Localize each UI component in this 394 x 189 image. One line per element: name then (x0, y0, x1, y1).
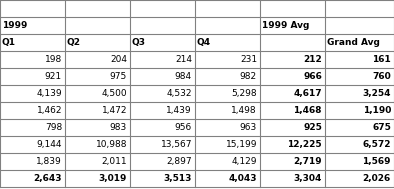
Text: 966: 966 (303, 72, 322, 81)
Text: 4,043: 4,043 (229, 174, 257, 183)
Text: 963: 963 (240, 123, 257, 132)
Text: Q1: Q1 (2, 38, 16, 47)
Text: 956: 956 (175, 123, 192, 132)
Text: 3,304: 3,304 (294, 174, 322, 183)
Text: 798: 798 (45, 123, 62, 132)
Text: 231: 231 (240, 55, 257, 64)
Text: 1,190: 1,190 (362, 106, 391, 115)
Text: 984: 984 (175, 72, 192, 81)
Text: 4,617: 4,617 (294, 89, 322, 98)
Text: 4,139: 4,139 (36, 89, 62, 98)
Text: Grand Avg: Grand Avg (327, 38, 380, 47)
Text: 760: 760 (372, 72, 391, 81)
Text: 3,513: 3,513 (164, 174, 192, 183)
Text: 1,839: 1,839 (36, 157, 62, 166)
Text: 1,468: 1,468 (294, 106, 322, 115)
Text: 975: 975 (110, 72, 127, 81)
Text: 1999: 1999 (2, 21, 27, 30)
Text: 3,254: 3,254 (362, 89, 391, 98)
Text: 214: 214 (175, 55, 192, 64)
Text: 198: 198 (45, 55, 62, 64)
Text: 10,988: 10,988 (95, 140, 127, 149)
Text: 675: 675 (372, 123, 391, 132)
Text: 2,897: 2,897 (166, 157, 192, 166)
Text: 2,643: 2,643 (33, 174, 62, 183)
Text: 982: 982 (240, 72, 257, 81)
Text: 1,462: 1,462 (37, 106, 62, 115)
Text: 212: 212 (303, 55, 322, 64)
Text: Q2: Q2 (67, 38, 81, 47)
Text: 204: 204 (110, 55, 127, 64)
Text: 6,572: 6,572 (362, 140, 391, 149)
Text: 5,298: 5,298 (231, 89, 257, 98)
Text: 1,569: 1,569 (362, 157, 391, 166)
Text: Q4: Q4 (197, 38, 211, 47)
Text: 925: 925 (303, 123, 322, 132)
Text: 161: 161 (372, 55, 391, 64)
Text: 2,011: 2,011 (101, 157, 127, 166)
Text: Q3: Q3 (132, 38, 146, 47)
Text: 4,532: 4,532 (167, 89, 192, 98)
Text: 983: 983 (110, 123, 127, 132)
Text: 2,026: 2,026 (363, 174, 391, 183)
Text: 3,019: 3,019 (98, 174, 127, 183)
Text: 4,500: 4,500 (101, 89, 127, 98)
Text: 15,199: 15,199 (225, 140, 257, 149)
Text: 1999 Avg: 1999 Avg (262, 21, 309, 30)
Text: 4,129: 4,129 (232, 157, 257, 166)
Text: 13,567: 13,567 (160, 140, 192, 149)
Text: 9,144: 9,144 (37, 140, 62, 149)
Text: 1,472: 1,472 (102, 106, 127, 115)
Text: 1,498: 1,498 (231, 106, 257, 115)
Text: 2,719: 2,719 (294, 157, 322, 166)
Text: 921: 921 (45, 72, 62, 81)
Text: 12,225: 12,225 (287, 140, 322, 149)
Text: 1,439: 1,439 (166, 106, 192, 115)
